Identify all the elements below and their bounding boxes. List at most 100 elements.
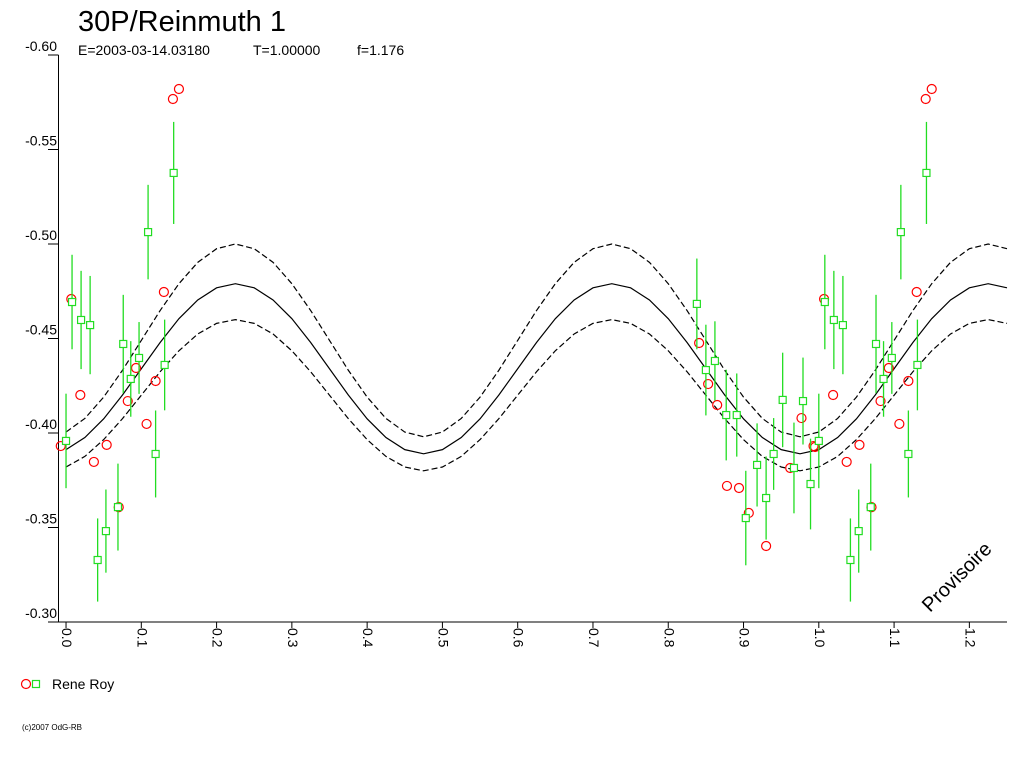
data-point (169, 168, 178, 178)
x-tick-label: 1.2 (962, 628, 978, 648)
y-tick-label: -0.45 (25, 322, 57, 338)
y-tick-label: -0.55 (25, 133, 57, 149)
x-tick-label: 1.0 (812, 628, 828, 648)
data-point (694, 337, 705, 349)
x-tick-label: 0.8 (661, 628, 677, 648)
data-point (814, 436, 823, 446)
data-point (113, 502, 123, 512)
data-point (93, 555, 102, 565)
x-tick-label: 0.3 (285, 628, 301, 648)
data-point (752, 460, 762, 470)
data-point (903, 375, 914, 387)
data-point (61, 436, 71, 446)
data-point (158, 286, 169, 298)
data-point (875, 395, 886, 407)
data-point (134, 353, 144, 363)
data-point (854, 439, 865, 451)
data-point (904, 449, 913, 459)
data-point (151, 449, 160, 459)
x-tick-label: 0.7 (586, 628, 602, 648)
data-point (75, 389, 86, 401)
legend-label: Rene Roy (52, 676, 114, 692)
x-tick-label: 1.1 (887, 628, 903, 648)
legend-marker (31, 679, 41, 689)
data-point (67, 297, 77, 307)
data-point (88, 456, 99, 468)
data-point (911, 286, 922, 298)
data-point (76, 315, 86, 325)
subtitle-period: T=1.00000 (253, 42, 321, 58)
data-point (789, 463, 799, 473)
data-point (122, 395, 133, 407)
data-point (712, 399, 723, 411)
x-tick-label: 0.5 (435, 628, 451, 648)
y-tick-label: -0.50 (25, 227, 57, 243)
data-point (829, 315, 838, 325)
data-point (828, 389, 839, 401)
data-point (866, 502, 875, 512)
y-tick-label: -0.35 (25, 511, 57, 527)
data-point (692, 299, 701, 309)
data-point (913, 360, 922, 370)
data-point (141, 418, 152, 430)
data-point (710, 356, 720, 366)
data-point (769, 449, 778, 459)
data-point (894, 418, 905, 430)
data-point (733, 482, 745, 494)
data-point (920, 93, 931, 105)
data-point (871, 339, 881, 349)
data-point (798, 396, 808, 406)
data-point (762, 493, 771, 503)
data-point (701, 365, 710, 375)
data-point (703, 378, 714, 390)
x-tick-label: 0.0 (59, 628, 75, 648)
x-tick-label: 0.9 (737, 628, 753, 648)
data-point (841, 456, 852, 468)
data-point (806, 479, 815, 489)
x-tick-label: 0.2 (210, 628, 226, 648)
fit-curve (65, 283, 1008, 455)
data-point (173, 83, 185, 95)
data-point (55, 440, 66, 452)
data-point (119, 339, 128, 349)
data-point (101, 526, 111, 536)
data-point (820, 297, 829, 307)
y-tick-label: -0.40 (25, 416, 57, 432)
credit: (c)2007 OdG-RB (22, 723, 82, 732)
data-point (722, 410, 731, 420)
data-point (86, 320, 95, 330)
legend-marker (20, 678, 32, 690)
data-point (732, 410, 741, 420)
data-point (126, 374, 135, 384)
data-point (838, 320, 847, 330)
y-tick-label: -0.60 (25, 38, 57, 54)
data-point (922, 168, 931, 178)
data-point (808, 440, 819, 452)
fit-curve (65, 318, 1008, 472)
data-point (854, 526, 863, 536)
data-point (167, 93, 179, 105)
data-point (160, 360, 169, 370)
data-point (130, 362, 142, 374)
data-point (741, 513, 750, 523)
data-point (721, 480, 733, 492)
data-point (887, 353, 896, 363)
subtitle-frequency: f=1.176 (357, 42, 404, 58)
data-point (846, 555, 855, 565)
data-point (796, 412, 807, 424)
data-point (896, 227, 905, 237)
data-point (101, 439, 112, 451)
x-tick-label: 0.6 (511, 628, 527, 648)
y-tick-label: -0.30 (25, 605, 57, 621)
chart-title: 30P/Reinmuth 1 (78, 6, 286, 38)
x-tick-label: 0.1 (134, 628, 150, 648)
x-tick-label: 0.4 (360, 628, 376, 648)
annotation: Provisoire (918, 538, 996, 616)
data-point (150, 375, 161, 387)
data-point (778, 395, 787, 405)
fit-curve (65, 243, 1008, 438)
data-point (883, 362, 894, 374)
data-point (926, 83, 937, 95)
